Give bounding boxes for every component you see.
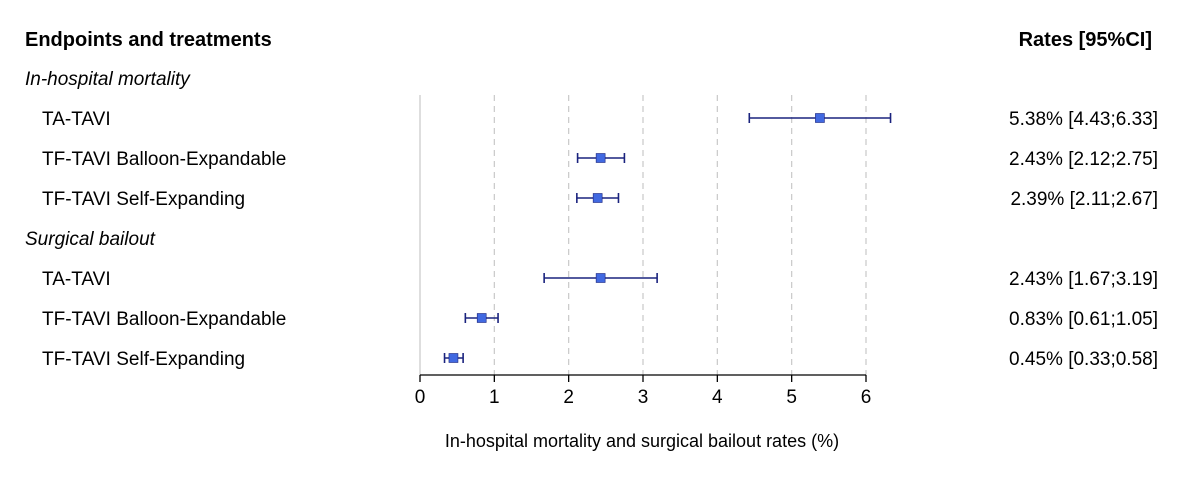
point-estimate	[592, 193, 603, 203]
group-label: Surgical bailout	[25, 229, 156, 250]
rate-value: 5.38% [4.43;6.33]	[1009, 109, 1158, 130]
row-label: TA-TAVI	[42, 269, 111, 290]
x-axis: 0 1 2 3 4 5 6	[415, 374, 872, 408]
rate-value: 2.43% [2.12;2.75]	[1009, 149, 1158, 170]
x-tick-label: 2	[563, 387, 574, 408]
x-tick-label: 1	[489, 387, 500, 408]
point-estimate	[476, 313, 487, 323]
header-endpoints: Endpoints and treatments	[25, 29, 272, 51]
x-axis-label: In-hospital mortality and surgical bailo…	[445, 431, 839, 451]
rate-value: 0.83% [0.61;1.05]	[1009, 309, 1158, 330]
group-label: In-hospital mortality	[25, 69, 191, 90]
rate-value: 0.45% [0.33;0.58]	[1009, 349, 1158, 370]
rate-value: 2.43% [1.67;3.19]	[1009, 269, 1158, 290]
row-label: TF-TAVI Self-Expanding	[42, 349, 245, 370]
row-label: TA-TAVI	[42, 109, 111, 130]
x-tick-label: 5	[786, 387, 797, 408]
point-estimate	[595, 153, 606, 163]
row-label: TF-TAVI Balloon-Expandable	[42, 149, 286, 170]
x-tick-label: 3	[638, 387, 649, 408]
grid-layer	[493, 95, 867, 375]
x-tick-label: 4	[712, 387, 723, 408]
x-tick-label: 0	[415, 387, 426, 408]
row-label: TF-TAVI Self-Expanding	[42, 189, 245, 210]
rows-layer: In-hospital mortality TA-TAVI 5.38% [4.43;…	[25, 69, 1158, 370]
point-estimate	[448, 353, 459, 363]
rate-value: 2.39% [2.11;2.67]	[1010, 189, 1158, 210]
row-label: TF-TAVI Balloon-Expandable	[42, 309, 286, 330]
x-tick-label: 6	[861, 387, 872, 408]
header-rates: Rates [95%CI]	[1019, 29, 1152, 51]
point-estimate	[815, 113, 825, 123]
point-estimate	[595, 273, 606, 283]
